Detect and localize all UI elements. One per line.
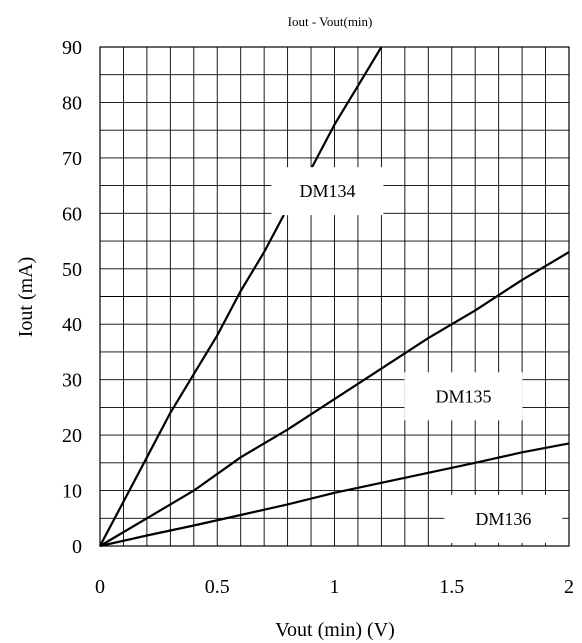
x-axis-title: Vout (min) (V) [275, 619, 395, 641]
series-label-dm135: DM135 [435, 386, 491, 406]
series-label-background [404, 372, 523, 421]
series-label-background [271, 167, 384, 216]
x-tick-labels: 0 0.5 1 1.5 2 [95, 576, 574, 598]
series-label-background [444, 494, 563, 543]
y-tick-label: 60 [62, 203, 82, 225]
y-tick-label: 80 [62, 92, 82, 114]
series-lines [99, 46, 570, 548]
series-label-dm134: DM134 [299, 181, 355, 201]
y-tick-label: 30 [62, 370, 82, 392]
series-line-dm135 [99, 251, 570, 547]
y-tick-label: 0 [72, 536, 82, 558]
x-tick-label: 0 [95, 576, 105, 598]
y-axis-title: Iout (mA) [15, 257, 37, 338]
x-tick-label: 2 [564, 576, 574, 598]
series-label-dm136: DM136 [475, 509, 531, 529]
chart-title: Iout - Vout(min) [288, 14, 373, 29]
y-tick-label: 20 [62, 425, 82, 447]
plot-frame [99, 46, 570, 547]
y-tick-label: 90 [62, 37, 82, 59]
x-tick-label: 0.5 [205, 576, 230, 598]
series-line-dm136 [99, 442, 570, 548]
y-tick-label: 70 [62, 148, 82, 170]
y-tick-labels: 0 10 20 30 40 50 60 70 80 90 [62, 37, 82, 558]
series-labels: DM134 DM135 DM136 [271, 167, 563, 543]
y-tick-label: 10 [62, 481, 82, 503]
y-tick-label: 50 [62, 259, 82, 281]
x-tick-label: 1 [330, 576, 340, 598]
x-tick-label: 1.5 [439, 576, 464, 598]
series-line-dm134 [99, 46, 383, 547]
y-tick-label: 40 [62, 314, 82, 336]
grid [100, 47, 569, 546]
